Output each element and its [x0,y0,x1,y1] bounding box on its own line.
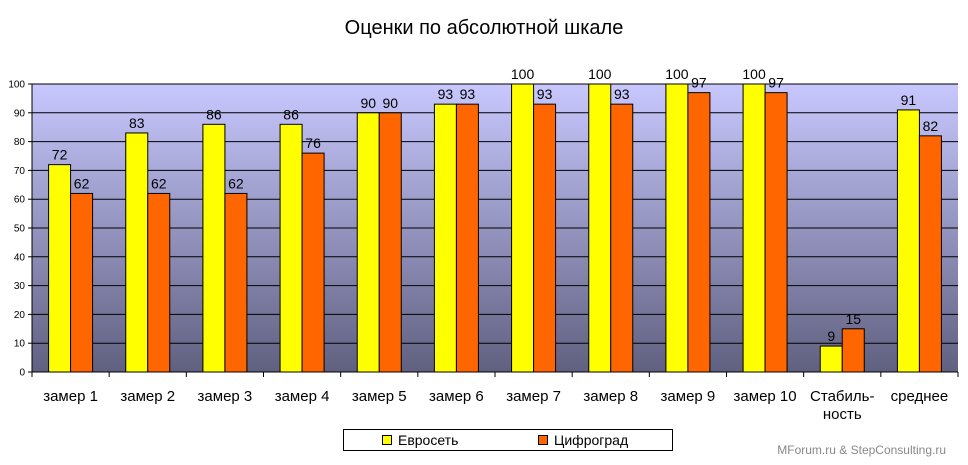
data-label: 97 [691,75,707,91]
data-label: 93 [614,86,630,102]
bar-series-1 [742,83,766,373]
bar-series-1 [48,164,72,373]
bar-series-2 [918,135,942,373]
x-tick-label: замер 6 [429,388,484,405]
bar-series-1 [665,83,689,373]
data-label: 100 [588,66,612,82]
x-tick-label: замер 1 [43,388,98,405]
bar-series-2 [610,103,634,373]
bar-series-1 [511,83,535,373]
bar-series-1 [125,132,149,373]
data-label: 93 [537,86,553,102]
bar-series-1 [356,112,380,373]
bar-series-2 [841,328,865,373]
bar-series-2 [533,103,557,373]
data-label: 100 [742,66,766,82]
y-tick-label: 0 [19,368,25,379]
y-tick-label: 30 [14,281,26,292]
x-tick-label: замер 10 [734,388,797,405]
legend-label-series-1: Евросеть [398,432,459,448]
data-label: 93 [438,86,454,102]
x-tick-label: замер 3 [198,388,253,405]
data-label: 83 [129,115,145,131]
bar-series-2 [147,192,171,373]
y-tick-label: 100 [8,80,25,91]
legend: Евросеть Цифроград [343,429,673,451]
bar-series-2 [301,152,325,373]
x-tick-label: Стабиль-ность [810,388,874,423]
data-label: 72 [52,147,68,163]
data-label: 62 [228,175,244,191]
bar-series-2 [455,103,479,373]
y-tick-label: 40 [14,252,26,263]
bar-series-2 [764,92,788,373]
chart-title: Оценки по абсолютной шкале [344,17,624,39]
y-tick-label: 60 [14,195,26,206]
y-tick-label: 10 [14,339,26,350]
data-label: 82 [923,118,939,134]
labels: 72 62 замер 1 83 62 замер 2 86 62 замер 3 86 76 зам… [43,66,948,423]
bar-series-2 [70,192,94,373]
data-label: 15 [845,311,861,327]
data-label: 62 [74,175,90,191]
data-label: 100 [511,66,535,82]
y-tick-label: 90 [14,108,26,119]
data-label: 100 [665,66,689,82]
axes: 0 10 20 30 40 50 60 70 80 90 100 [8,80,959,379]
y-tick-label: 80 [14,137,26,148]
legend-label-series-2: Цифроград [554,432,629,448]
x-tick-label: замер 2 [120,388,175,405]
data-label: 91 [901,92,917,108]
bar-series-1 [896,109,920,373]
data-label: 76 [305,135,321,151]
y-tick-label: 50 [14,224,26,235]
legend-swatch-series-1 [382,435,392,445]
data-label: 9 [827,328,835,344]
bar-series-2 [224,192,248,373]
x-tick-label: замер 9 [661,388,716,405]
legend-swatch-series-2 [538,435,548,445]
x-tick-label: замер 7 [506,388,561,405]
data-label: 62 [151,175,167,191]
legend-item-series-2: Цифроград [538,432,628,448]
x-tick-label: замер 8 [583,388,638,405]
bar-series-2 [378,112,402,373]
y-tick-label: 70 [14,166,26,177]
x-tick-label: замер 5 [352,388,407,405]
x-tick-label: замер 4 [275,388,330,405]
watermark: MForum.ru & StepConsulting.ru [777,443,946,457]
y-tick-label: 20 [14,310,26,321]
legend-item-series-1: Евросеть [382,432,458,448]
x-tick-label: среднее [891,388,949,405]
data-label: 97 [768,75,784,91]
data-label: 90 [382,95,398,111]
bar-series-1 [819,345,843,373]
bar-series-1 [588,83,612,373]
bar-series-2 [687,92,711,373]
bar-series-1 [279,123,303,373]
data-label: 86 [206,106,222,122]
bar-series-1 [433,103,457,373]
bar-series-1 [202,123,226,373]
data-label: 93 [460,86,476,102]
data-label: 86 [283,106,299,122]
data-label: 90 [360,95,376,111]
bars [48,83,942,373]
